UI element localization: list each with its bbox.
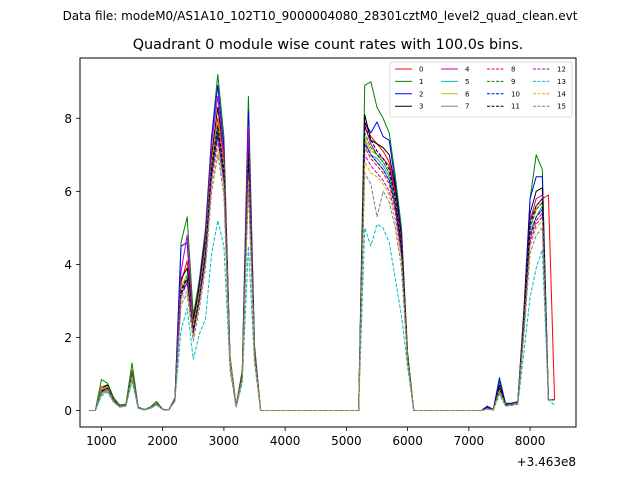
- legend-label-5: 5: [465, 78, 469, 86]
- series-line-0: [89, 117, 556, 412]
- series-line-2: [89, 84, 555, 412]
- series-line-4: [89, 95, 555, 412]
- x-tick-label: 3000: [209, 434, 240, 448]
- legend-label-2: 2: [419, 90, 423, 98]
- x-tick-label: 5000: [331, 434, 362, 448]
- chart-title: Quadrant 0 module wise count rates with …: [133, 37, 524, 53]
- x-offset-label: +3.463e8: [517, 455, 576, 469]
- legend-label-15: 15: [557, 103, 566, 111]
- x-tick-label: 4000: [270, 434, 301, 448]
- series-line-9: [89, 128, 555, 412]
- series-line-6: [89, 121, 555, 412]
- legend-label-0: 0: [419, 66, 423, 74]
- series-line-1: [89, 73, 555, 412]
- series-line-5: [89, 132, 555, 412]
- series-line-12: [89, 139, 555, 412]
- legend-label-1: 1: [419, 78, 423, 86]
- series-line-15: [89, 154, 555, 412]
- suptitle: Data file: modeM0/AS1A10_102T10_90000040…: [63, 9, 578, 23]
- x-tick-label: 6000: [392, 434, 423, 448]
- series-line-8: [89, 136, 555, 412]
- x-tick-label: 2000: [147, 434, 178, 448]
- legend-label-12: 12: [557, 66, 566, 74]
- series-line-7: [89, 128, 555, 412]
- x-tick-label: 1000: [86, 434, 117, 448]
- series-layer: [89, 73, 556, 412]
- legend-label-4: 4: [465, 66, 470, 74]
- y-tick-label: 8: [64, 112, 72, 126]
- series-line-14: [89, 147, 555, 412]
- legend-label-8: 8: [511, 66, 515, 74]
- legend-label-9: 9: [511, 78, 515, 86]
- legend-label-3: 3: [419, 103, 423, 111]
- series-line-13: [89, 220, 555, 412]
- y-tick-label: 2: [64, 331, 72, 345]
- axes-frame: [79, 57, 577, 428]
- legend-label-6: 6: [465, 90, 470, 98]
- series-line-10: [89, 132, 555, 412]
- x-tick-label: 7000: [454, 434, 485, 448]
- series-line-3: [89, 106, 555, 412]
- legend-label-14: 14: [557, 90, 566, 98]
- x-tick-label: 8000: [515, 434, 546, 448]
- legend-label-10: 10: [511, 90, 520, 98]
- series-line-11: [89, 125, 555, 412]
- legend-box: [389, 61, 573, 118]
- legend-label-11: 11: [511, 103, 520, 111]
- x-axis: 1000 2000 3000 4000 5000 6000 7000 8000: [86, 427, 545, 448]
- legend-label-13: 13: [557, 78, 566, 86]
- legend-label-7: 7: [465, 103, 469, 111]
- y-tick-label: 4: [64, 258, 72, 272]
- y-tick-label: 0: [64, 404, 72, 418]
- y-axis: 0 2 4 6 8: [64, 112, 80, 418]
- y-tick-label: 6: [64, 185, 72, 199]
